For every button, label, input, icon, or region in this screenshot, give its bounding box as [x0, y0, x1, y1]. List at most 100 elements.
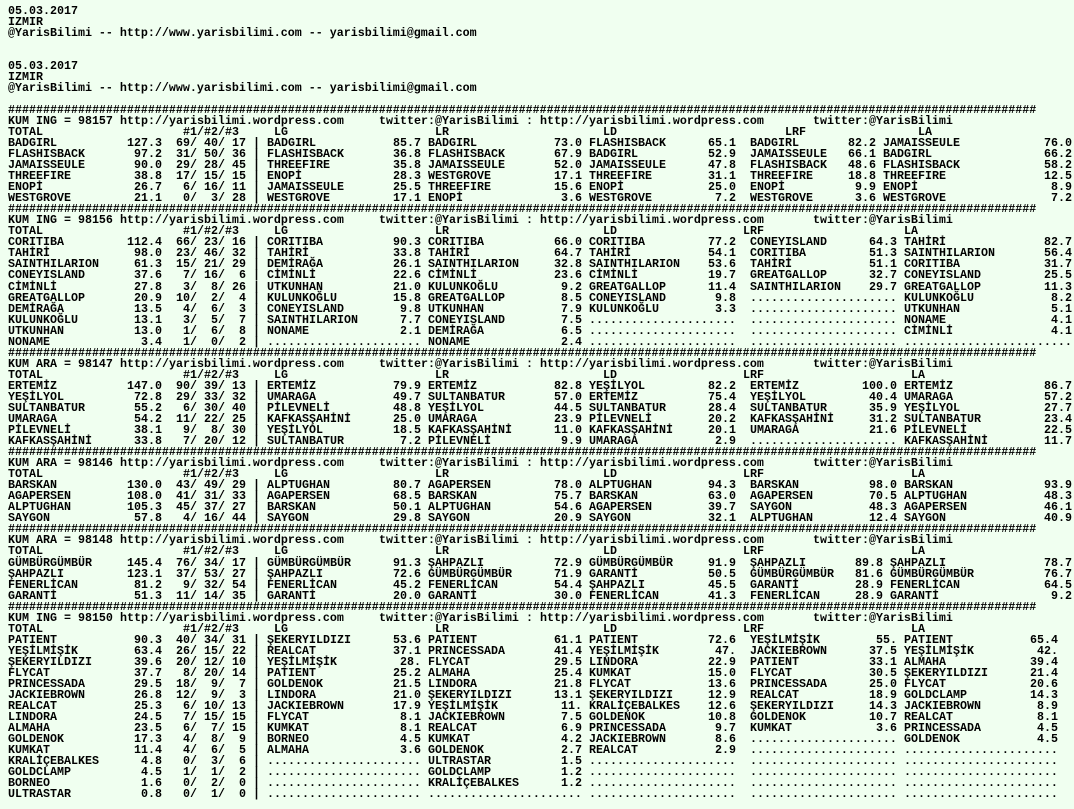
header-total: TOTAL — [8, 544, 43, 559]
lg-empty-fill: ...................... — [267, 765, 421, 780]
total-horse-name: CORITIBA — [8, 235, 64, 250]
report-city: IZMIR — [8, 69, 43, 84]
lrf-empty-fill: ..................... — [750, 434, 897, 449]
ld-horse-name: ENOPİ — [589, 180, 624, 195]
lg-horse-name: FENERLİCAN — [267, 577, 337, 592]
ld-score: 39.7 — [708, 500, 736, 515]
total-score: 25.3 — [134, 699, 162, 714]
total-placings: 7/ 15/ 15 — [183, 710, 246, 725]
table-row: TAHİRİ 98.0 23/ 46/ 32 | TAHİRİ 33.8 TAHİRİ 64.… — [0, 246, 1074, 261]
lg-horse-name: GÜMBÜRGÜMBÜR — [267, 555, 351, 570]
lr-score: 32.8 — [554, 257, 582, 272]
ld-horse-name: TAHİRİ — [589, 246, 631, 261]
lr-score: 6.9 — [561, 721, 582, 736]
total-horse-name: GOLDENOK — [8, 732, 64, 747]
lrf-empty-fill: ..................... — [750, 334, 897, 349]
blog-link: http://yarisbilimi.wordpress.com — [540, 213, 764, 228]
separator: ########################################… — [8, 445, 1037, 460]
lr-score: 4.2 — [561, 732, 582, 747]
column-divider: | — [253, 577, 260, 592]
column-divider: | — [253, 511, 260, 526]
lg-score: 8.1 — [400, 710, 421, 725]
lr-score: 6.5 — [561, 323, 582, 338]
lrf-horse-name: CORITIBA — [750, 246, 806, 261]
lrf-score: 33.1 — [869, 654, 897, 669]
contact-info: @YarisBilimi -- http://www.yarisbilimi.c… — [8, 80, 477, 95]
ld-score: 94.3 — [708, 478, 736, 493]
header-wins: #1/#2/#3 — [183, 621, 239, 636]
total-score: 147.0 — [127, 378, 162, 393]
blog-link: http://yarisbilimi.wordpress.com — [120, 213, 344, 228]
table-row: SAINTHILARION 61.3 15/ 21/ 29 | DEMİRAĞA 26.1… — [0, 257, 1074, 272]
lr-horse-name: GOLDENOK — [428, 743, 484, 758]
separator: ########################################… — [8, 522, 1037, 537]
lg-score: 79.9 — [393, 378, 421, 393]
column-divider: | — [253, 566, 260, 581]
lg-horse-name: KUMKAT — [267, 721, 309, 736]
lg-horse-name: THREEFIRE — [267, 158, 330, 173]
lg-score: 25.2 — [393, 665, 421, 680]
race-title: KUM ING = 98150 — [8, 610, 113, 625]
ld-score: 52.9 — [708, 147, 736, 162]
total-horse-name: ALMAHA — [8, 721, 50, 736]
ld-empty-fill: ..................... — [589, 765, 736, 780]
total-placings: 4/ 6/ 5 — [183, 743, 246, 758]
total-horse-name: SAINTHILARION — [8, 257, 99, 272]
race-title: KUM ARA = 98146 — [8, 456, 113, 471]
twitter-handle: twitter:@YarisBilimi — [813, 533, 953, 548]
column-divider: | — [253, 246, 260, 261]
ld-horse-name: JACKIEBROWN — [589, 732, 666, 747]
lg-horse-name: BARSKAN — [267, 500, 316, 515]
la-score: 9.2 — [1051, 588, 1072, 603]
lrf-empty-fill: ..................... — [750, 754, 897, 769]
header-ld: LD — [603, 224, 617, 239]
lr-score: 67.9 — [554, 147, 582, 162]
la-horse-name: KAFKASŞAHİNİ — [904, 434, 988, 449]
blog-link: http://yarisbilimi.wordpress.com — [540, 113, 764, 128]
ld-score: 2.9 — [715, 743, 736, 758]
lrf-horse-name: ERTEMİZ — [750, 378, 799, 393]
total-score: 112.4 — [127, 235, 162, 250]
lg-empty-fill: ...................... — [267, 754, 421, 769]
table-row: CİMİNLİ 27.8 3/ 8/ 26 | UTKUNHAN 21.0 KULUNKOĞ… — [0, 279, 1074, 294]
la-horse-name: FLASHISBACK — [883, 158, 960, 173]
total-horse-name: GÜMBÜRGÜMBÜR — [8, 555, 92, 570]
header-lrf: LRF — [743, 544, 764, 559]
ld-horse-name: REALCAT — [589, 743, 638, 758]
blog-link: http://yarisbilimi.wordpress.com — [120, 610, 344, 625]
la-horse-name: UTKUNHAN — [904, 301, 960, 316]
lr-horse-name: ERTEMİZ — [428, 378, 477, 393]
total-score: 27.8 — [134, 279, 162, 294]
la-horse-name: ALMAHA — [904, 654, 946, 669]
lr-horse-name: ENOPİ — [428, 191, 463, 206]
lr-horse-name: GOLDCLAMP — [428, 765, 491, 780]
la-empty-fill: ........................ — [904, 334, 1072, 349]
lr-horse-name: SULTANBATUR — [428, 389, 505, 404]
separator: ########################################… — [8, 599, 1037, 614]
total-horse-name: JAMAISSEULE — [8, 158, 85, 173]
la-horse-name: REALCAT — [904, 710, 953, 725]
la-horse-name: YEŞİLYOL — [904, 400, 960, 415]
table-row: FLYCAT 37.7 8/ 20/ 14 | PATIENT 25.2 ALMAHA 25.… — [0, 665, 1074, 680]
la-score: 39.4 — [1030, 654, 1058, 669]
banner-separator: : — [526, 610, 533, 625]
table-row: UTKUNHAN 13.0 1/ 6/ 8 | NONAME 2.1 DEMİRAĞA 6.5… — [0, 323, 1074, 338]
column-divider: | — [253, 135, 260, 150]
column-divider: | — [253, 301, 260, 316]
lr-horse-name: TAHİRİ — [428, 246, 470, 261]
table-row: UMARAGA 54.2 11/ 22/ 25 | KAFKASŞAHİNİ 25.0 UM… — [0, 411, 1074, 426]
column-divider: | — [253, 268, 260, 283]
la-score: 76.7 — [1044, 566, 1072, 581]
total-score: 29.5 — [134, 676, 162, 691]
column-divider: | — [253, 732, 260, 747]
column-header-line: TOTAL #1/#2/#3 LG LR LD LRF LA — [0, 369, 1074, 381]
lrf-score: 21.6 — [869, 423, 897, 438]
la-empty-fill: ...................... — [904, 787, 1058, 802]
column-divider: | — [253, 411, 260, 426]
block-title-line: KUM ING = 98156 http://yarisbilimi.wordpr… — [0, 213, 1074, 228]
header-lg: LG — [274, 467, 288, 482]
la-score: 20.6 — [1030, 676, 1058, 691]
la-horse-name: CİMİNLİ — [904, 323, 953, 338]
la-score: 8.2 — [1051, 290, 1072, 305]
ld-empty-fill: ..................... — [589, 776, 736, 791]
